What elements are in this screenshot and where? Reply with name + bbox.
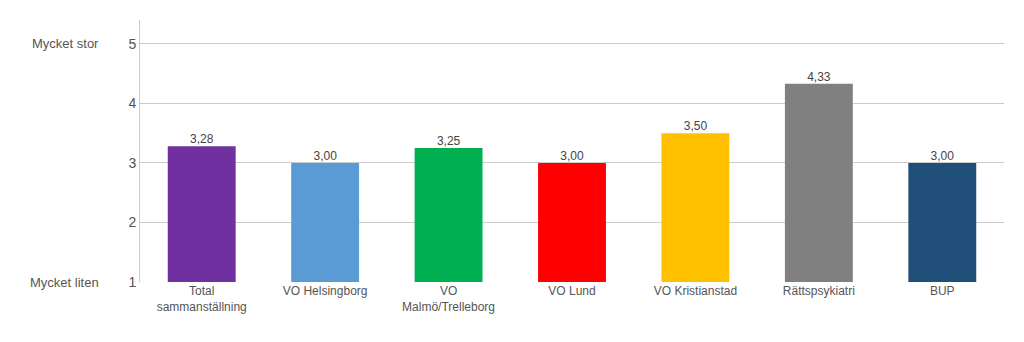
svg-text:BUP: BUP xyxy=(930,284,955,298)
svg-text:VO Lund: VO Lund xyxy=(548,284,595,298)
svg-text:4: 4 xyxy=(128,95,136,111)
svg-text:3: 3 xyxy=(128,155,136,171)
svg-text:3,00: 3,00 xyxy=(931,149,955,163)
svg-text:5: 5 xyxy=(128,36,136,52)
svg-text:VO Helsingborg: VO Helsingborg xyxy=(283,284,368,298)
svg-text:VOMalmö/Trelleborg: VOMalmö/Trelleborg xyxy=(402,284,495,314)
svg-text:2: 2 xyxy=(128,214,136,230)
svg-text:3,00: 3,00 xyxy=(560,149,584,163)
svg-text:3,00: 3,00 xyxy=(313,149,337,163)
svg-text:3,50: 3,50 xyxy=(684,119,708,133)
svg-text:3,28: 3,28 xyxy=(190,132,214,146)
svg-text:Mycket stor: Mycket stor xyxy=(32,36,99,51)
svg-text:VO Kristianstad: VO Kristianstad xyxy=(654,284,737,298)
svg-text:3,25: 3,25 xyxy=(437,134,461,148)
svg-text:Mycket liten: Mycket liten xyxy=(30,275,99,290)
svg-text:4,33: 4,33 xyxy=(807,70,831,84)
svg-text:Totalsammanställning: Totalsammanställning xyxy=(157,284,247,314)
svg-text:1: 1 xyxy=(128,274,136,290)
svg-text:Rättspsykiatri: Rättspsykiatri xyxy=(783,284,855,298)
